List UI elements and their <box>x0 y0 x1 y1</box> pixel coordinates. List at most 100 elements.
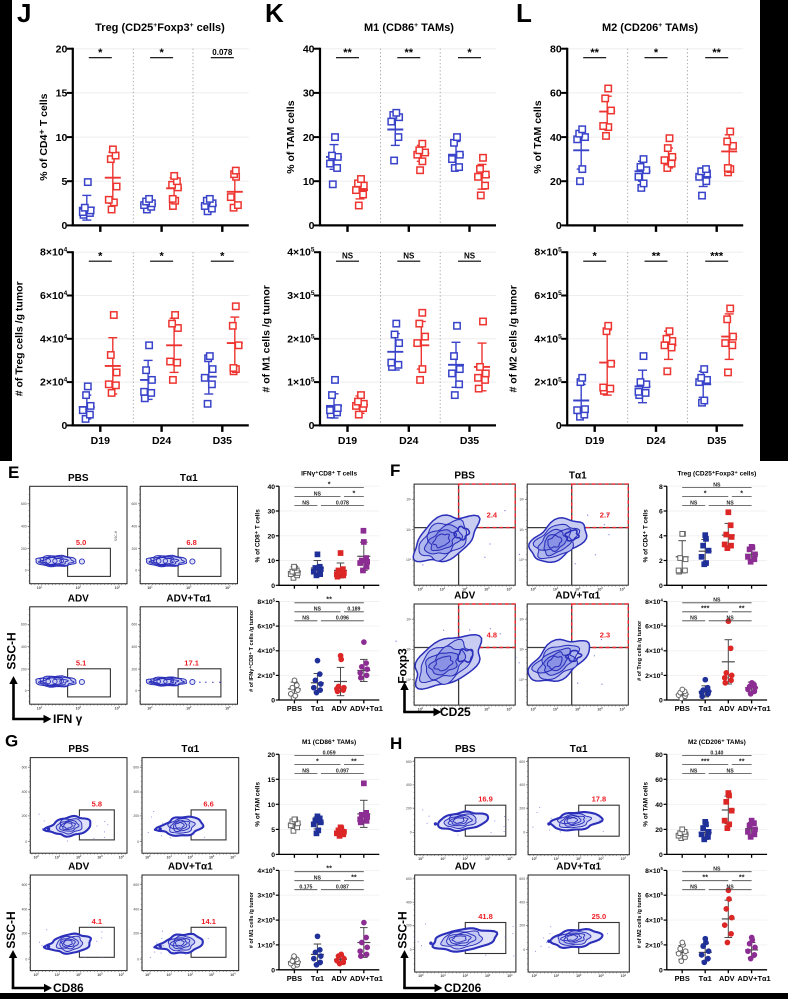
svg-text:103: 103 <box>597 707 603 711</box>
svg-text:ADV+Tα1: ADV+Tα1 <box>555 591 600 602</box>
svg-text:600: 600 <box>406 877 412 881</box>
svg-text:17.1: 17.1 <box>184 658 199 667</box>
svg-text:1×105: 1×105 <box>287 377 315 389</box>
svg-text:4×105: 4×105 <box>534 333 562 345</box>
svg-text:101: 101 <box>147 706 153 710</box>
svg-text:0: 0 <box>137 957 139 961</box>
svg-text:D35: D35 <box>213 435 232 447</box>
svg-text:104: 104 <box>620 587 626 591</box>
svg-text:**: ** <box>351 756 357 765</box>
svg-text:SSC-H: SSC-H <box>396 911 410 948</box>
svg-text:**: ** <box>326 864 332 873</box>
svg-text:14.1: 14.1 <box>201 917 216 926</box>
svg-text:NS: NS <box>713 598 721 604</box>
svg-text:NS: NS <box>302 768 310 774</box>
svg-text:4×105: 4×105 <box>645 916 663 925</box>
svg-text:100: 100 <box>33 973 39 977</box>
svg-text:10⁰: 10⁰ <box>519 558 525 562</box>
svg-text:103: 103 <box>97 855 103 859</box>
svg-text:CD25: CD25 <box>440 705 471 719</box>
svg-text:H: H <box>390 734 402 753</box>
svg-text:103: 103 <box>115 586 121 590</box>
svg-text:% of TAM cells: % of TAM cells <box>532 100 544 173</box>
svg-text:**: ** <box>326 595 332 604</box>
svg-text:6×105: 6×105 <box>645 891 663 900</box>
svg-text:0.059: 0.059 <box>323 750 336 756</box>
svg-text:ADV+Tα1: ADV+Tα1 <box>166 593 211 604</box>
svg-text:# of M1 cells /g tumor: # of M1 cells /g tumor <box>261 285 273 392</box>
svg-text:*: * <box>352 488 355 497</box>
svg-text:101: 101 <box>166 855 172 859</box>
svg-text:**: ** <box>739 604 745 613</box>
svg-text:600: 600 <box>406 760 412 764</box>
svg-text:400: 400 <box>21 524 27 528</box>
svg-text:**: ** <box>590 47 599 59</box>
svg-text:NS: NS <box>314 491 322 497</box>
svg-text:*: * <box>159 251 164 263</box>
svg-text:% of CD4⁺ T cells: % of CD4⁺ T cells <box>642 509 649 563</box>
svg-text:5: 5 <box>61 176 67 188</box>
svg-text:100: 100 <box>532 857 538 861</box>
svg-text:NS: NS <box>726 885 734 891</box>
svg-text:10²: 10² <box>519 617 525 621</box>
svg-text:Tα1: Tα1 <box>570 744 588 755</box>
svg-text:600: 600 <box>133 765 139 769</box>
svg-text:200: 200 <box>406 806 412 810</box>
svg-text:103: 103 <box>225 706 231 710</box>
svg-text:*: * <box>328 479 331 488</box>
svg-text:20: 20 <box>267 533 275 540</box>
svg-text:102: 102 <box>463 857 469 861</box>
svg-text:400: 400 <box>22 790 28 794</box>
svg-text:102: 102 <box>188 973 194 977</box>
svg-text:200: 200 <box>22 814 28 818</box>
svg-text:**: ** <box>739 873 745 882</box>
svg-text:20: 20 <box>655 827 663 834</box>
svg-text:30: 30 <box>267 509 275 516</box>
svg-text:25.0: 25.0 <box>592 912 607 921</box>
svg-text:15: 15 <box>267 777 275 784</box>
svg-text:2: 2 <box>659 558 663 565</box>
svg-text:6.6: 6.6 <box>203 799 213 808</box>
svg-text:10²: 10² <box>406 498 412 502</box>
svg-text:% of TAM cells: % of TAM cells <box>285 100 297 173</box>
svg-text:*: * <box>316 756 319 765</box>
svg-text:0: 0 <box>61 220 67 232</box>
svg-text:ADV: ADV <box>455 862 476 873</box>
svg-text:NS: NS <box>726 768 734 774</box>
svg-text:102: 102 <box>576 857 582 861</box>
svg-text:**: ** <box>702 873 708 882</box>
svg-text:0: 0 <box>410 948 412 952</box>
svg-text:102: 102 <box>462 707 468 711</box>
svg-text:% of CD8⁺ T cells: % of CD8⁺ T cells <box>255 509 262 563</box>
svg-text:8: 8 <box>659 484 663 491</box>
svg-text:0: 0 <box>556 420 562 432</box>
svg-text:400: 400 <box>406 783 412 787</box>
svg-text:600: 600 <box>22 883 28 887</box>
svg-text:0: 0 <box>659 698 663 705</box>
svg-text:60: 60 <box>655 777 663 784</box>
svg-text:2.7: 2.7 <box>600 511 610 520</box>
svg-text:NS: NS <box>726 500 734 506</box>
svg-text:3×105: 3×105 <box>257 891 275 900</box>
svg-text:103: 103 <box>209 855 215 859</box>
svg-text:200: 200 <box>21 667 27 671</box>
svg-text:5.0: 5.0 <box>76 538 86 547</box>
svg-text:0.078: 0.078 <box>212 48 233 57</box>
svg-text:*: * <box>654 47 659 59</box>
svg-text:600: 600 <box>132 623 138 627</box>
svg-text:**: ** <box>351 873 357 882</box>
svg-text:NS: NS <box>690 616 698 622</box>
svg-text:CD86: CD86 <box>53 981 84 995</box>
svg-text:PBS: PBS <box>287 704 302 713</box>
svg-text:10: 10 <box>56 132 68 144</box>
svg-text:20: 20 <box>56 44 68 56</box>
svg-text:ADV+Tα1: ADV+Tα1 <box>350 704 383 713</box>
svg-text:0: 0 <box>309 420 315 432</box>
svg-text:2×104: 2×104 <box>645 671 663 680</box>
svg-text:17.8: 17.8 <box>592 795 607 804</box>
svg-text:0: 0 <box>410 831 412 835</box>
svg-text:M1 (CD86+ TAMs): M1 (CD86+ TAMs) <box>364 22 454 34</box>
svg-text:*: * <box>740 488 743 497</box>
svg-text:0: 0 <box>135 568 137 572</box>
svg-text:101: 101 <box>440 707 446 711</box>
